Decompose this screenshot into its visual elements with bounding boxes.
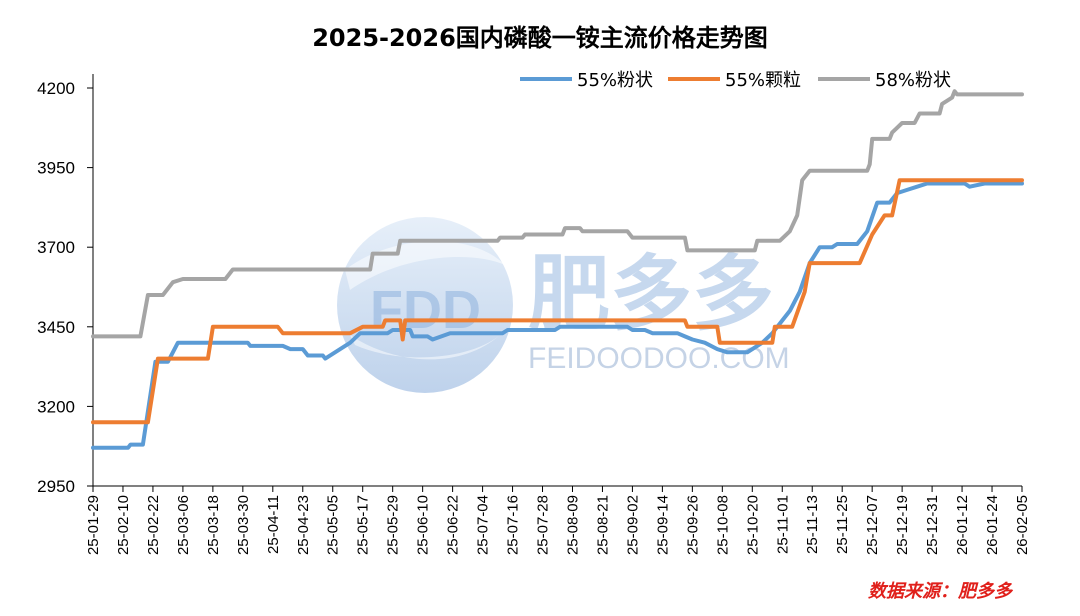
x-tick-label: 25-11-25 [834, 495, 851, 554]
x-tick-label: 25-04-23 [295, 495, 312, 555]
x-tick-label: 26-01-12 [954, 495, 971, 555]
y-tick-label: 4200 [37, 79, 75, 98]
data-source-note: 数据来源：肥多多 [868, 581, 1014, 602]
x-tick-label: 25-12-19 [894, 495, 911, 555]
x-tick-label: 25-02-10 [115, 495, 132, 555]
x-tick-label: 25-09-26 [684, 495, 701, 555]
x-tick-label: 25-01-29 [85, 495, 102, 555]
svg-text:FEIDOODOO.COM: FEIDOODOO.COM [528, 342, 790, 375]
y-tick-label: 2950 [37, 477, 75, 496]
legend-label: 55%粉状 [577, 70, 653, 91]
legend-label: 58%粉状 [875, 70, 951, 91]
y-tick-label: 3450 [37, 318, 75, 337]
x-tick-label: 25-06-22 [445, 495, 462, 555]
chart-title: 2025-2026国内磷酸一铵主流价格走势图 [312, 24, 768, 52]
series-line-2 [91, 178, 1024, 425]
x-tick-label: 25-08-09 [564, 495, 581, 555]
x-tick-label: 25-12-07 [864, 495, 881, 555]
x-tick-label: 25-03-30 [235, 495, 252, 555]
x-tick-label: 25-02-22 [145, 495, 162, 555]
x-tick-label: 25-07-04 [475, 495, 492, 555]
x-tick-label: 25-05-29 [385, 495, 402, 555]
x-tick-label: 25-11-01 [774, 495, 791, 554]
series-lines [91, 89, 1024, 450]
x-axis-ticks: 25-01-29 25-02-10 25-02-22 25-03-06 25-03-18… [85, 486, 1031, 555]
x-tick-label: 25-03-06 [175, 495, 192, 555]
x-tick-label: 26-02-05 [1014, 495, 1031, 555]
y-axis-ticks: 2950 3200 3450 3700 3950 4200 [37, 79, 93, 496]
legend-label: 55%颗粒 [725, 70, 801, 91]
x-tick-label: 25-05-05 [325, 495, 342, 555]
svg-text:FDD: FDD [370, 280, 481, 340]
x-tick-label: 25-08-21 [594, 495, 611, 555]
axes [92, 74, 1022, 487]
series-line-3 [91, 89, 1024, 339]
x-tick-label: 25-07-28 [535, 495, 552, 555]
x-tick-label: 25-07-16 [505, 495, 522, 555]
x-tick-label: 25-09-02 [624, 495, 641, 555]
y-tick-label: 3950 [37, 159, 75, 178]
x-tick-label: 26-01-24 [984, 495, 1001, 555]
x-tick-label: 25-05-17 [355, 495, 372, 555]
x-tick-label: 25-10-08 [714, 495, 731, 555]
x-tick-label: 25-11-13 [804, 495, 821, 554]
legend: 55%粉状 55%颗粒 58%粉状 [520, 70, 951, 91]
x-tick-label: 25-12-31 [924, 495, 941, 555]
x-tick-label: 25-06-10 [415, 495, 432, 555]
x-tick-label: 25-04-11 [265, 495, 282, 554]
series-line-1 [91, 181, 1024, 450]
x-tick-label: 25-09-14 [654, 495, 671, 555]
y-tick-label: 3200 [37, 397, 75, 416]
watermark-logo: FDD 肥多多 FEIDOODOO.COM [337, 217, 790, 393]
x-tick-label: 25-03-18 [205, 495, 222, 555]
y-tick-label: 3700 [37, 238, 75, 257]
x-tick-label: 25-10-20 [744, 495, 761, 555]
